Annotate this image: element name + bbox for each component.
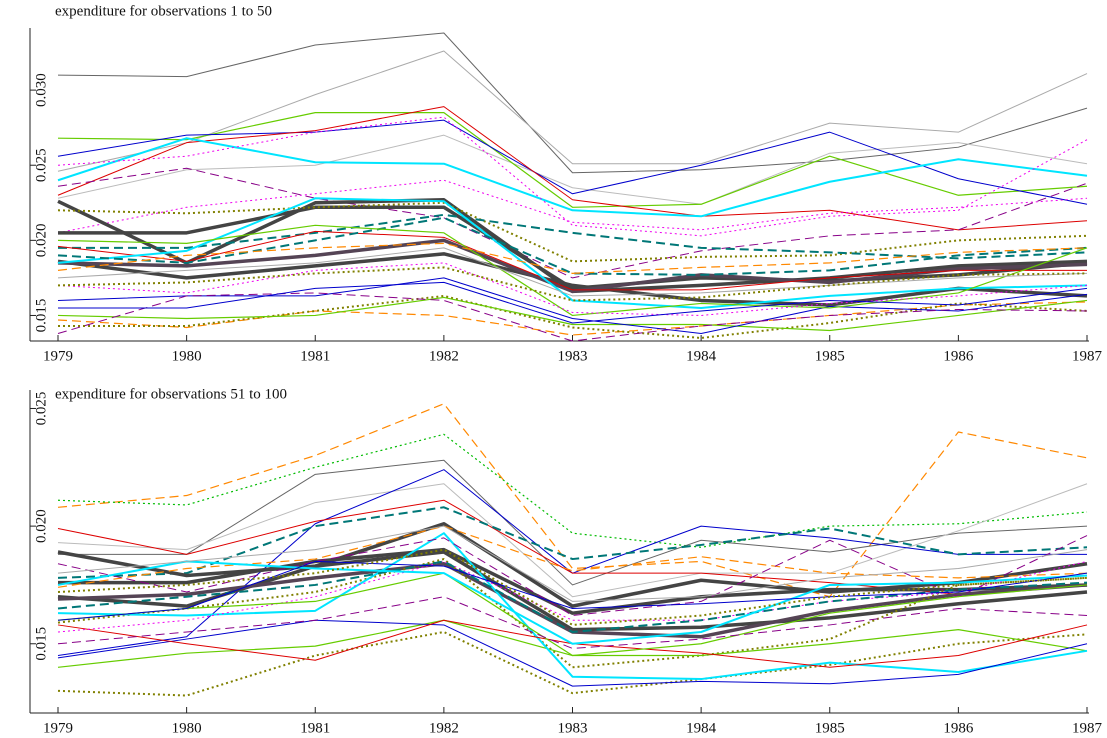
series-line: [57, 197, 1088, 309]
x-tick-label: 1981: [300, 720, 330, 736]
series-line: [57, 238, 1088, 294]
series-line: [57, 525, 1088, 602]
series-line: [57, 106, 1088, 231]
series-line: [57, 179, 1088, 234]
series-line: [57, 247, 1088, 297]
series-line: [57, 560, 1088, 621]
series-line: [57, 522, 1088, 608]
series-line: [57, 483, 1088, 598]
series-line: [57, 506, 1088, 579]
series-line: [57, 572, 1088, 657]
series-line: [57, 216, 1088, 276]
series-line: [57, 631, 1088, 697]
series-line: [57, 32, 1088, 174]
series-line: [57, 499, 1088, 595]
series-line: [57, 112, 1088, 208]
x-tick-label: 1983: [558, 720, 588, 736]
x-tick-label: 1982: [429, 720, 459, 736]
chart-title: expenditure for observations 1 to 50: [55, 3, 272, 19]
series-line: [57, 137, 1088, 218]
x-tick-label: 1986: [943, 720, 974, 736]
series-line: [57, 560, 1088, 645]
y-tick-label: 0.025: [33, 392, 49, 426]
x-tick-label: 1983: [558, 348, 588, 364]
series-line: [58, 281, 1088, 324]
y-tick-label: 0.020: [33, 509, 49, 543]
series-line: [57, 224, 1088, 317]
x-tick-label: 1979: [43, 720, 73, 736]
y-tick-label: 0.020: [33, 223, 49, 257]
series-line: [57, 596, 1088, 649]
x-tick-label: 1985: [815, 348, 845, 364]
series-line: [57, 242, 1088, 274]
series-line: [57, 167, 1088, 279]
series-line: [57, 277, 1088, 334]
series-line: [57, 266, 1088, 302]
chart-title: expenditure for observations 51 to 100: [55, 386, 287, 402]
series-line: [58, 459, 1088, 586]
series-line: [57, 50, 1088, 172]
series-line: [57, 201, 1088, 263]
y-tick-label: 0.025: [33, 148, 49, 182]
series-line: [57, 119, 1088, 205]
series-line: [57, 252, 1088, 307]
series-line: [57, 532, 1088, 681]
series-line: [58, 294, 1088, 339]
series-line: [58, 205, 1088, 291]
x-tick-label: 1987: [1072, 348, 1103, 364]
series-line: [57, 134, 1088, 205]
x-tick-label: 1984: [686, 720, 717, 736]
series-line: [57, 262, 1088, 316]
y-tick-label: 0.015: [33, 627, 49, 661]
x-tick-label: 1981: [300, 348, 330, 364]
y-tick-label: 0.015: [33, 299, 49, 333]
x-tick-label: 1979: [43, 348, 73, 364]
series-line: [57, 296, 1088, 332]
series-line: [58, 547, 1088, 615]
series-line: [57, 230, 1087, 291]
series-line: [57, 433, 1088, 548]
series-line: [57, 619, 1088, 687]
x-tick-label: 1984: [686, 348, 717, 364]
series-line: [57, 548, 1088, 626]
series-line: [57, 403, 1088, 598]
series-line: [57, 558, 1088, 669]
x-tick-label: 1982: [429, 348, 459, 364]
x-tick-label: 1987: [1072, 720, 1103, 736]
x-tick-label: 1985: [815, 720, 845, 736]
x-tick-label: 1986: [943, 348, 974, 364]
series-line: [57, 525, 1088, 588]
series-line: [57, 292, 1088, 342]
x-tick-label: 1980: [172, 348, 202, 364]
x-tick-label: 1980: [172, 720, 202, 736]
y-tick-label: 0.030: [33, 73, 49, 107]
